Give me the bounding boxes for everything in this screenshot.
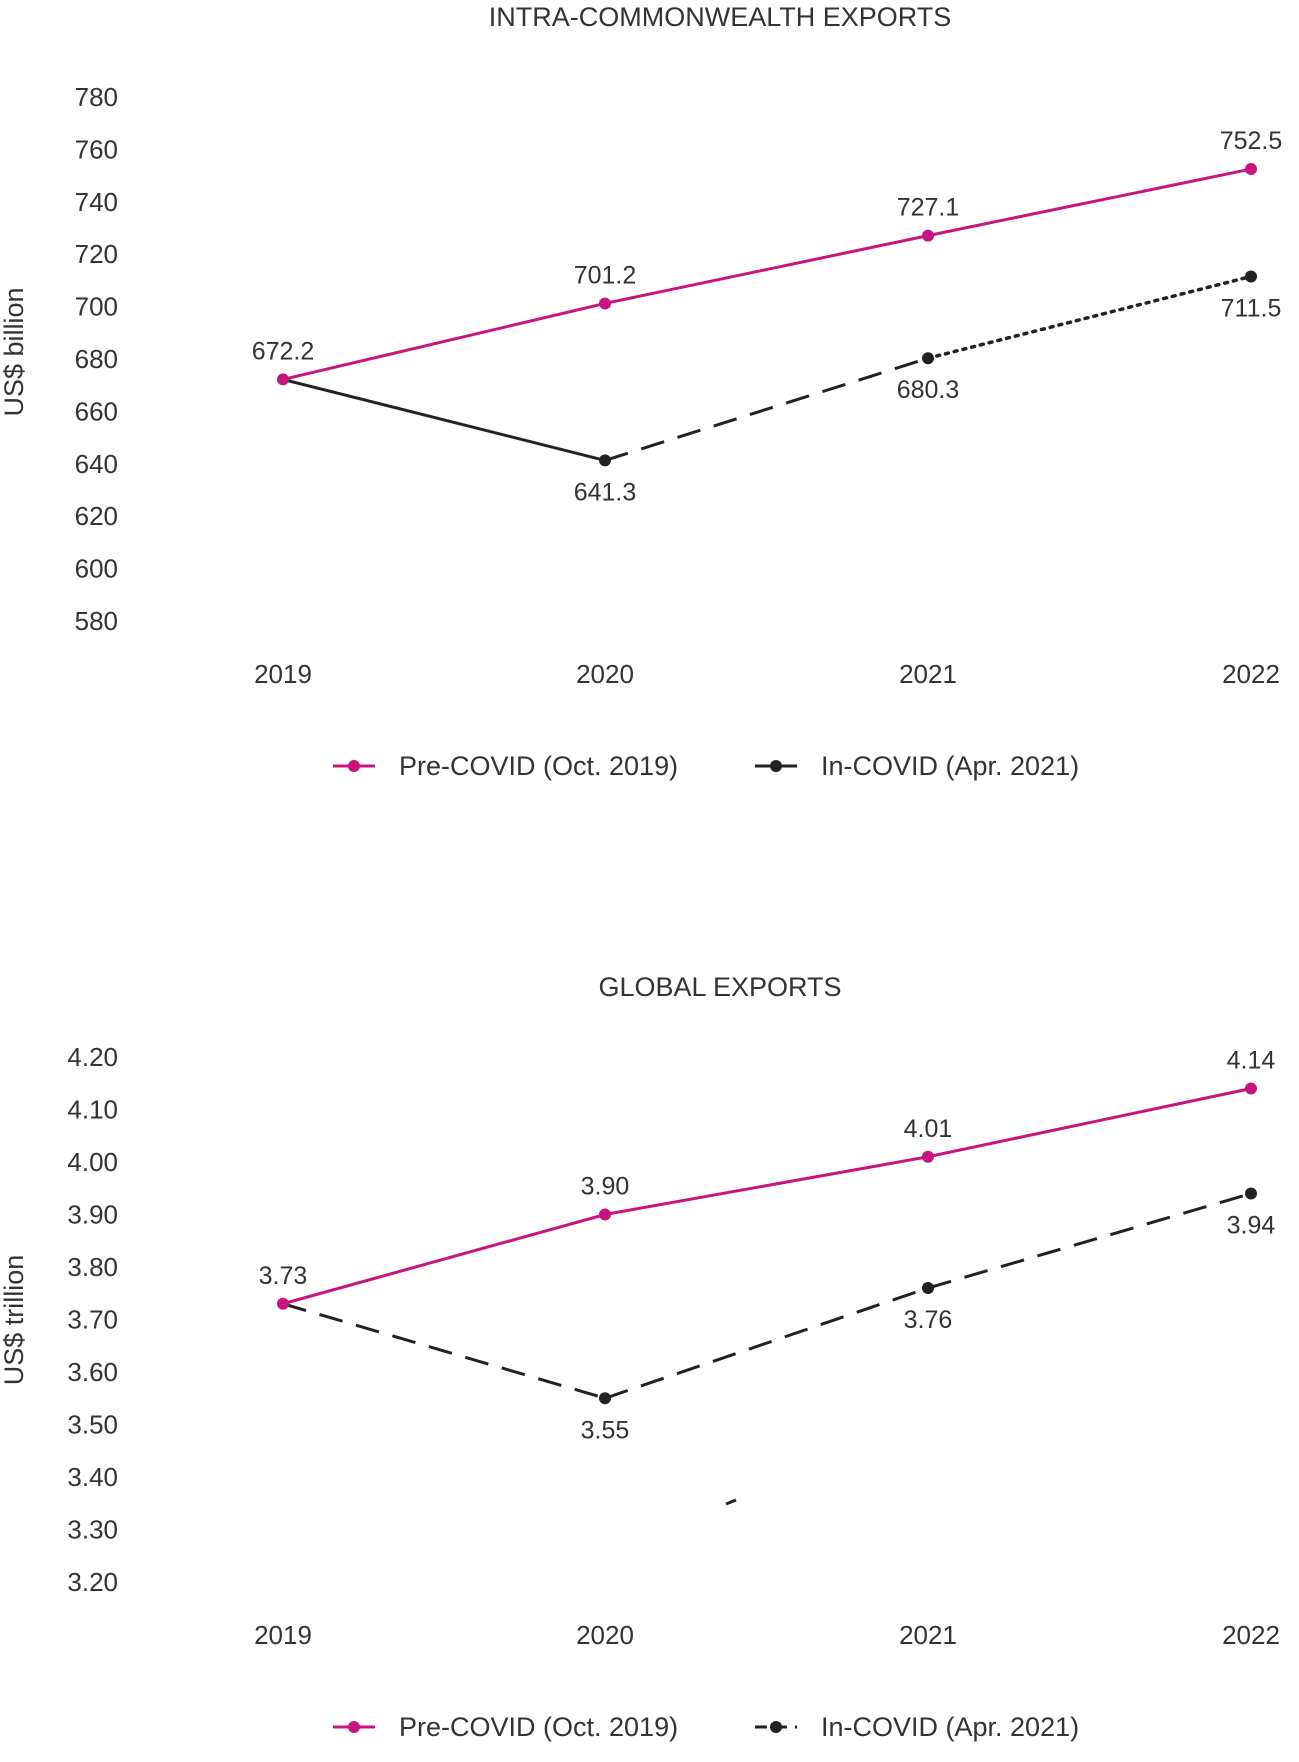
in-covid-legend-label: In-COVID (Apr. 2021) bbox=[821, 751, 1079, 781]
in-covid-data-label: 3.55 bbox=[581, 1416, 630, 1444]
pre-covid-data-label: 672.2 bbox=[252, 337, 315, 365]
pre-covid-legend-swatch-marker bbox=[348, 760, 360, 772]
y-axis-label: US$ trillion bbox=[0, 1255, 29, 1386]
y-tick-label: 620 bbox=[75, 501, 118, 531]
in-covid-data-label: 3.76 bbox=[904, 1306, 953, 1334]
x-tick-label: 2019 bbox=[254, 659, 312, 689]
pre-covid-legend-label: Pre-COVID (Oct. 2019) bbox=[399, 1712, 678, 1742]
x-tick-label: 2020 bbox=[576, 659, 634, 689]
pre-covid-data-point bbox=[277, 1297, 289, 1310]
intra-commonwealth-exports-chart: INTRA-COMMONWEALTH EXPORTS US$ billion 7… bbox=[0, 2, 1282, 781]
legend: Pre-COVID (Oct. 2019) In-COVID (Apr. 2021… bbox=[333, 1712, 1079, 1742]
y-tick-label: 660 bbox=[75, 396, 118, 426]
in-covid-series-segment bbox=[604, 1286, 929, 1400]
in-covid-data-point bbox=[922, 352, 934, 365]
legend: Pre-COVID (Oct. 2019) In-COVID (Apr. 2021… bbox=[333, 751, 1079, 781]
pre-covid-data-label: 701.2 bbox=[574, 261, 637, 289]
pre-covid-data-point bbox=[1245, 1082, 1257, 1095]
in-covid-data-label: 3.94 bbox=[1227, 1212, 1276, 1240]
y-tick-label: 3.60 bbox=[67, 1357, 118, 1387]
chart-title: INTRA-COMMONWEALTH EXPORTS bbox=[489, 2, 952, 32]
pre-covid-series-segment bbox=[282, 301, 606, 381]
y-tick-label: 700 bbox=[75, 292, 118, 322]
in-covid-series-segment bbox=[926, 274, 1253, 360]
pre-covid-data-label: 4.14 bbox=[1227, 1047, 1276, 1075]
pre-covid-legend-label: Pre-COVID (Oct. 2019) bbox=[399, 751, 678, 781]
in-covid-data-label: 641.3 bbox=[574, 478, 637, 506]
pre-covid-data-label: 3.90 bbox=[581, 1173, 630, 1201]
pre-covid-data-point bbox=[922, 229, 934, 242]
pre-covid-data-label: 3.73 bbox=[259, 1262, 308, 1290]
pre-covid-data-point bbox=[1245, 163, 1257, 176]
in-covid-data-label: 711.5 bbox=[1221, 294, 1282, 322]
in-covid-series-segment bbox=[604, 356, 929, 462]
in-covid-legend-label: In-COVID (Apr. 2021) bbox=[821, 1712, 1079, 1742]
in-covid-data-point bbox=[1245, 1187, 1257, 1200]
x-tick-label: 2022 bbox=[1222, 659, 1280, 689]
in-covid-data-label: 680.3 bbox=[897, 376, 960, 404]
global-exports-chart: GLOBAL EXPORTS US$ trillion 4.20 4.10 4.00… bbox=[0, 972, 1280, 1742]
y-tick-label: 4.00 bbox=[67, 1147, 118, 1177]
x-tick-label: 2022 bbox=[1222, 1620, 1280, 1650]
y-tick-label: 680 bbox=[75, 344, 118, 374]
in-covid-series-segment bbox=[927, 1192, 1252, 1290]
x-tick-label: 2019 bbox=[254, 1620, 312, 1650]
y-tick-label: 3.70 bbox=[67, 1305, 118, 1335]
x-tick-label: 2021 bbox=[899, 659, 957, 689]
y-tick-label: 3.90 bbox=[67, 1200, 118, 1230]
y-tick-label: 780 bbox=[75, 82, 118, 112]
x-tick-label: 2020 bbox=[576, 1620, 634, 1650]
in-covid-data-point bbox=[922, 1282, 934, 1294]
y-tick-label: 3.40 bbox=[67, 1462, 118, 1492]
y-tick-label: 600 bbox=[75, 554, 118, 584]
in-covid-series-segment bbox=[282, 1302, 606, 1400]
pre-covid-series-segment bbox=[604, 234, 929, 305]
x-tick-label: 2021 bbox=[899, 1620, 957, 1650]
stray-mark bbox=[725, 1498, 737, 1506]
in-covid-data-point bbox=[599, 454, 611, 467]
pre-covid-data-label: 4.01 bbox=[904, 1115, 953, 1143]
pre-covid-data-point bbox=[599, 1208, 611, 1221]
pre-covid-data-point bbox=[277, 373, 289, 386]
pre-covid-series-segment bbox=[282, 1213, 606, 1306]
pre-covid-data-label: 752.5 bbox=[1220, 127, 1283, 155]
y-tick-label: 640 bbox=[75, 449, 118, 479]
in-covid-legend-swatch-marker bbox=[770, 1721, 782, 1733]
pre-covid-legend-swatch-marker bbox=[348, 1721, 360, 1733]
pre-covid-data-label: 727.1 bbox=[897, 194, 960, 222]
y-tick-label: 4.20 bbox=[67, 1042, 118, 1072]
y-tick-label: 720 bbox=[75, 239, 118, 269]
y-tick-label: 3.50 bbox=[67, 1410, 118, 1440]
in-covid-data-point bbox=[599, 1392, 611, 1405]
y-tick-label: 3.20 bbox=[67, 1567, 118, 1597]
in-covid-series-segment bbox=[282, 377, 606, 462]
pre-covid-data-point bbox=[922, 1150, 934, 1163]
pre-covid-data-point bbox=[599, 297, 611, 310]
in-covid-data-point bbox=[1245, 270, 1257, 283]
in-covid-legend-swatch-marker bbox=[770, 760, 782, 772]
y-tick-label: 740 bbox=[75, 187, 118, 217]
y-tick-label: 4.10 bbox=[67, 1095, 118, 1125]
y-tick-label: 760 bbox=[75, 134, 118, 164]
chart-title: GLOBAL EXPORTS bbox=[598, 972, 841, 1002]
pre-covid-series-segment bbox=[927, 1087, 1252, 1159]
pre-covid-series-segment bbox=[927, 167, 1252, 238]
y-tick-label: 580 bbox=[75, 606, 118, 636]
y-tick-label: 3.80 bbox=[67, 1252, 118, 1282]
pre-covid-series-segment bbox=[604, 1155, 929, 1216]
y-tick-label: 3.30 bbox=[67, 1515, 118, 1545]
y-axis-label: US$ billion bbox=[0, 287, 29, 416]
